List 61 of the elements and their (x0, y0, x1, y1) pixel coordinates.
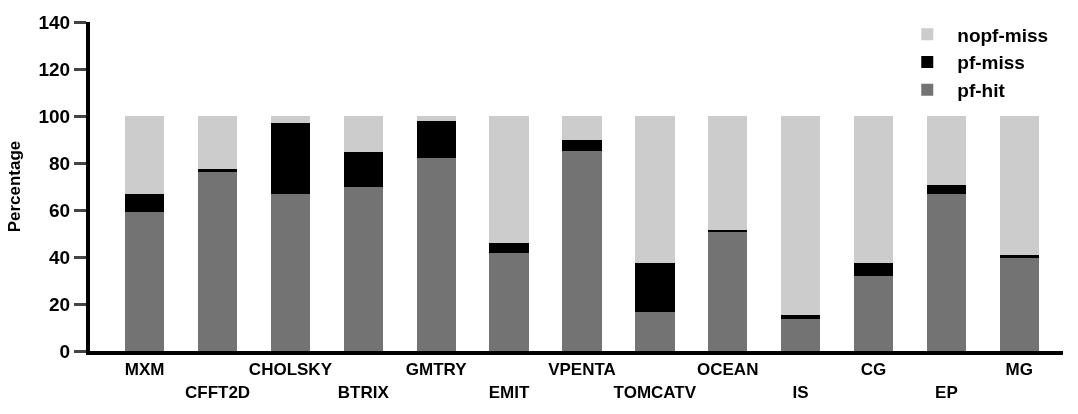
x-tick-label: BTRIX (337, 382, 390, 402)
x-tick-label: MG (1005, 360, 1033, 380)
y-tick-label: 100 (38, 105, 71, 127)
bar (197, 116, 238, 170)
x-tick-label: MXM (124, 360, 165, 380)
bar (197, 169, 238, 172)
bar (343, 152, 383, 187)
y-tick-label: 80 (49, 152, 71, 174)
bar (708, 116, 748, 230)
bar (635, 312, 675, 351)
bar (635, 262, 675, 313)
bar (124, 193, 165, 213)
bar (780, 116, 821, 315)
legend-label: nopf-miss (957, 24, 1049, 46)
bar (562, 139, 602, 152)
x-tick-label: IS (792, 382, 809, 402)
bar (489, 242, 529, 254)
bar (416, 116, 456, 121)
bar (853, 116, 894, 263)
y-tick-label: 120 (38, 58, 71, 80)
y-axis-title: Percentage (4, 140, 24, 233)
y-tick-label: 40 (49, 246, 71, 268)
bar (270, 116, 311, 124)
bar (926, 185, 967, 194)
bar (999, 258, 1039, 351)
legend-label: pf-miss (957, 52, 1025, 74)
x-tick-label: CFFT2D (184, 382, 251, 402)
bar (416, 120, 456, 159)
x-tick-label: TOMCATV (613, 382, 697, 402)
bar (708, 231, 748, 351)
x-tick-label: VPENTA (548, 360, 616, 380)
y-tick-label: 20 (49, 293, 71, 315)
bar (926, 193, 967, 351)
y-tick-label: 140 (38, 11, 71, 33)
bar (124, 212, 165, 351)
bar (489, 253, 529, 351)
x-tick-label: CG (860, 360, 887, 380)
bar (635, 116, 675, 263)
bar (343, 186, 383, 351)
bar (489, 116, 529, 243)
x-tick-label: CHOLSKY (248, 360, 333, 380)
bar (926, 116, 967, 186)
legend-label: pf-hit (957, 80, 1006, 102)
bar (562, 116, 602, 140)
bar (197, 171, 238, 351)
bar (343, 116, 383, 153)
x-tick-label: OCEAN (697, 360, 759, 380)
x-tick-label: GMTRY (405, 360, 468, 380)
bar (853, 262, 894, 276)
bar (562, 151, 602, 351)
x-tick-label: EMIT (488, 382, 530, 402)
bar (853, 275, 894, 351)
x-tick-label: EP (935, 382, 958, 402)
bar (780, 319, 821, 351)
bar (270, 193, 311, 351)
bar (270, 123, 311, 194)
bar (416, 158, 456, 351)
y-tick-label: 60 (49, 199, 71, 221)
bar (999, 116, 1039, 255)
bar (124, 116, 165, 194)
y-tick-label: 0 (59, 340, 71, 362)
